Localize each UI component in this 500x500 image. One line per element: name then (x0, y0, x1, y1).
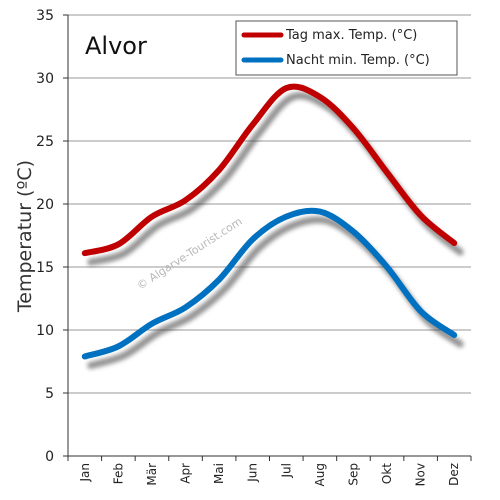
legend-label-max: Tag max. Temp. (°C) (285, 28, 417, 43)
x-tick-label-Mär: Mär (145, 463, 159, 486)
series-0-point-Nov (418, 212, 424, 218)
x-tick-label-Nov: Nov (414, 463, 428, 486)
x-tick-label-Mai: Mai (212, 463, 226, 484)
series-0 (81, 83, 464, 266)
legend: Tag max. Temp. (°C) Nacht min. Temp. (°C… (235, 20, 458, 76)
series-1-point-Sep (350, 229, 356, 235)
y-tick-label-5: 5 (45, 386, 54, 402)
chart-title: Alvor (85, 32, 147, 60)
series-0-point-Jun (250, 122, 256, 128)
y-tick-label-20: 20 (36, 197, 54, 213)
y-tick-labels: 0 5 10 15 20 25 30 35 (36, 8, 54, 465)
series-1 (81, 207, 464, 369)
x-tick-labels: Jan Feb Mär Apr Mai Jun Jul Aug Sep Okt Nov Dez (78, 463, 461, 487)
series-1-line (81, 207, 458, 360)
series-0-point-Jan (82, 250, 88, 256)
y-axis-label: Temperatur (ºC) (14, 160, 36, 313)
series-1-point-Jun (250, 236, 256, 242)
series-1-point-Okt (384, 264, 390, 270)
series-0-point-Mai (216, 167, 222, 173)
series-0-point-Feb (115, 241, 121, 247)
series-1-point-Mär (149, 321, 155, 327)
series-1-point-Jul (283, 214, 289, 220)
legend-box (235, 20, 458, 76)
x-tick-label-Okt: Okt (380, 463, 394, 484)
series-0-point-Sep (350, 125, 356, 131)
series-0-point-Jul (283, 85, 289, 91)
series-1-point-Aug (317, 209, 323, 215)
series-1-point-Dez (451, 332, 457, 338)
series-0-line (81, 83, 458, 257)
x-tick-label-Feb: Feb (111, 463, 125, 484)
series-1-point-Feb (115, 343, 121, 349)
series-0-point-Aug (317, 94, 323, 100)
x-tick-label-Dez: Dez (447, 463, 461, 486)
y-tick-label-25: 25 (36, 134, 54, 150)
x-tick-label-Apr: Apr (179, 463, 193, 484)
series-1-point-Mai (216, 277, 222, 283)
series-0-point-Mär (149, 214, 155, 220)
y-tick-label-35: 35 (36, 8, 54, 24)
x-tick-label-Jul: Jul (279, 463, 293, 478)
grid (68, 14, 471, 394)
series-1-point-Apr (183, 304, 189, 310)
series-1-point-Jan (82, 353, 88, 359)
x-tick-label-Aug: Aug (313, 463, 327, 486)
series-1-point-Nov (418, 308, 424, 314)
y-tick-label-15: 15 (36, 260, 54, 276)
legend-label-min: Nacht min. Temp. (°C) (286, 53, 430, 68)
series-lines (81, 83, 464, 369)
series-0-point-Apr (183, 197, 189, 203)
y-tick-label-0: 0 (45, 449, 54, 465)
x-tick-label-Jan: Jan (78, 463, 92, 483)
y-tick-label-30: 30 (36, 71, 54, 87)
x-tick-label-Jun: Jun (246, 463, 260, 483)
y-tick-label-10: 10 (36, 323, 54, 339)
x-tick-label-Sep: Sep (346, 463, 360, 486)
series-0-point-Okt (384, 170, 390, 176)
axes (63, 14, 472, 461)
series-0-point-Dez (451, 240, 457, 246)
